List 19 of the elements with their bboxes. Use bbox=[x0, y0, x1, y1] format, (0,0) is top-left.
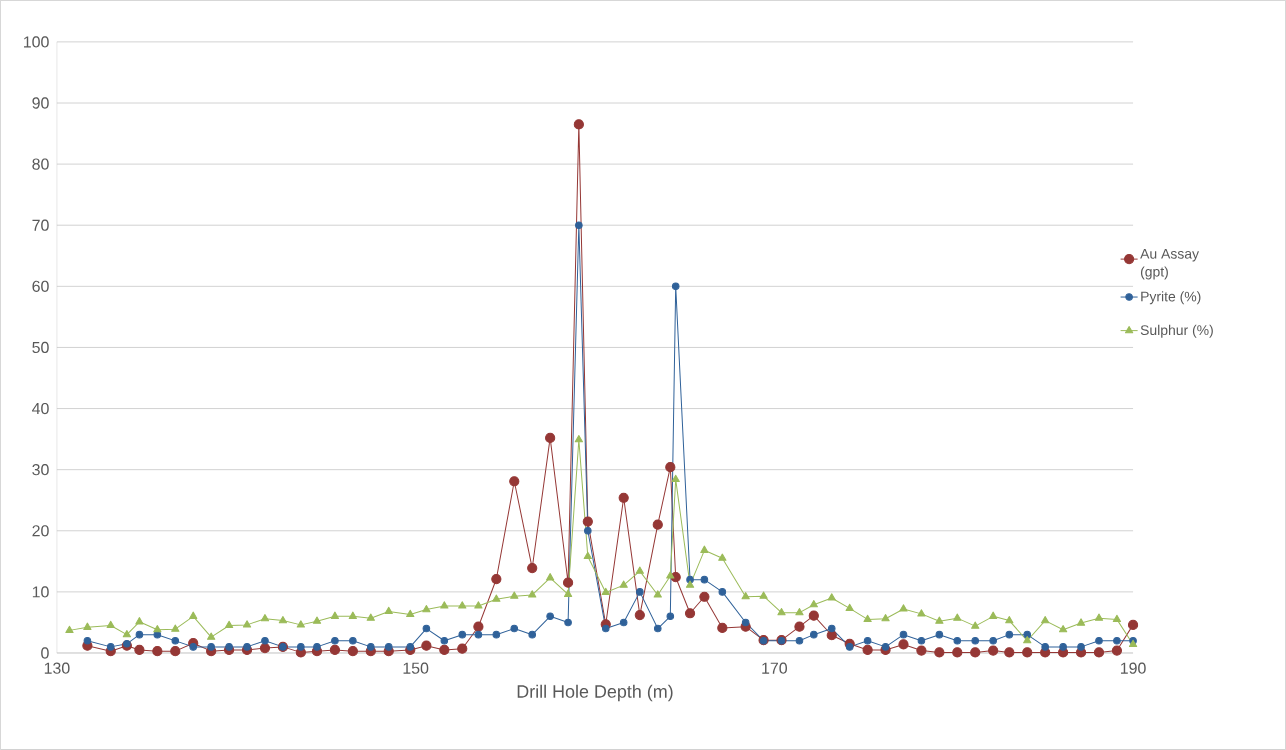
y-tick-label: 10 bbox=[32, 586, 49, 598]
legend-label: Au Assay (gpt) bbox=[1140, 249, 1199, 280]
y-tick-label: 50 bbox=[32, 341, 49, 354]
x-tick-label: 170 bbox=[762, 662, 788, 674]
y-tick-label: 90 bbox=[32, 97, 49, 109]
legend-label: Pyrite (%) bbox=[1141, 291, 1201, 305]
y-tick-label: 80 bbox=[32, 158, 49, 170]
legend-label: Sulphur (%) bbox=[1140, 324, 1213, 338]
y-tick-label: 40 bbox=[32, 402, 49, 415]
x-axis-title: Drill Hole Depth (m) bbox=[517, 684, 673, 702]
x-tick-label: 190 bbox=[1120, 662, 1146, 674]
x-tick-label: 130 bbox=[44, 662, 70, 674]
y-tick-label: 60 bbox=[32, 280, 49, 293]
x-tick-label: 150 bbox=[403, 662, 429, 674]
y-tick-label: 20 bbox=[32, 525, 49, 537]
y-tick-label: 100 bbox=[24, 36, 49, 48]
y-tick-label: 30 bbox=[32, 464, 49, 476]
y-tick-label: 70 bbox=[32, 219, 49, 231]
y-tick-label: 0 bbox=[41, 647, 49, 659]
